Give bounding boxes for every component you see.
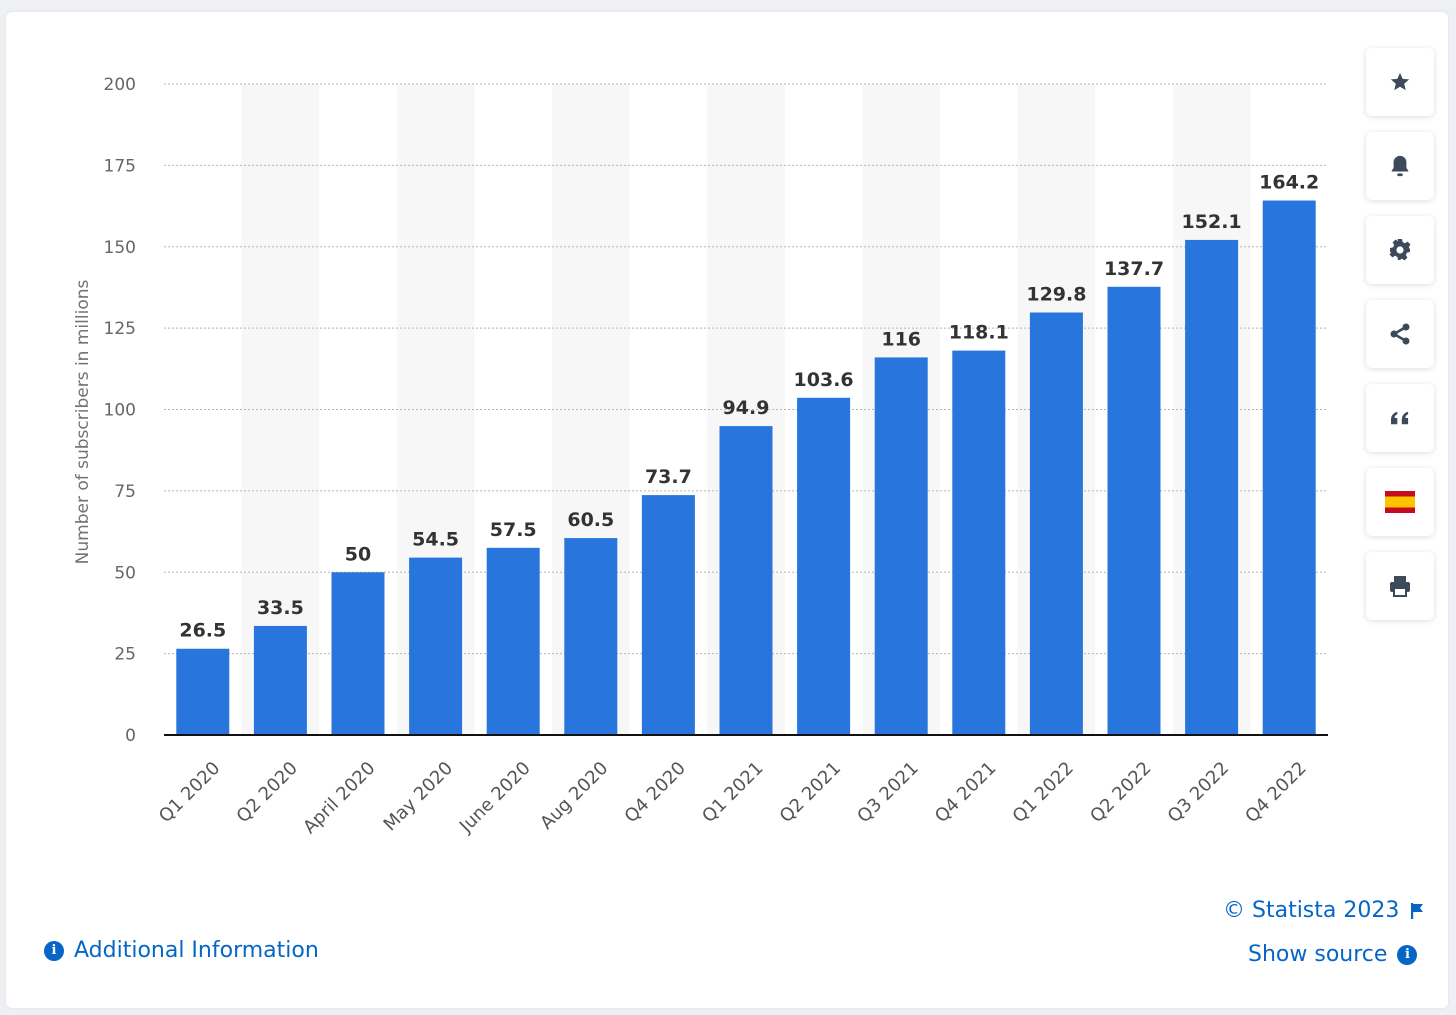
share-button[interactable] (1366, 300, 1434, 368)
bar (1262, 200, 1316, 736)
bar (409, 557, 463, 735)
spain-flag-icon (1385, 491, 1415, 513)
additional-info-text: Additional Information (74, 938, 319, 963)
x-tick-label: May 2020 (380, 758, 458, 836)
y-tick-label: 0 (125, 726, 136, 746)
data-label: 137.7 (1104, 258, 1164, 280)
bar (176, 648, 230, 735)
additional-info-link[interactable]: i Additional Information (44, 938, 319, 963)
favorite-button[interactable] (1366, 48, 1434, 116)
y-tick-label: 50 (114, 563, 136, 583)
star-icon (1390, 72, 1410, 91)
bell-icon (1391, 155, 1409, 177)
x-tick-label: April 2020 (299, 758, 379, 838)
bar (719, 426, 773, 735)
bar (1185, 239, 1239, 736)
data-label: 164.2 (1259, 172, 1319, 194)
show-source-text: Show source (1248, 942, 1388, 967)
bar (1107, 286, 1161, 735)
x-tick-label: Q3 2022 (1164, 758, 1233, 827)
language-button[interactable] (1366, 468, 1434, 536)
quote-icon (1391, 411, 1409, 425)
print-icon (1390, 576, 1410, 597)
data-label: 60.5 (567, 509, 614, 531)
y-tick-label: 25 (114, 645, 136, 665)
data-label: 129.8 (1026, 284, 1086, 306)
x-tick-label: Q2 2020 (233, 758, 302, 827)
y-tick-label: 75 (114, 482, 136, 502)
data-label: 33.5 (257, 597, 304, 619)
info-icon: i (1397, 944, 1418, 965)
x-tick-label: Q3 2021 (853, 758, 922, 827)
bar (1029, 312, 1083, 735)
x-tick-label: Q2 2022 (1086, 758, 1155, 827)
gear-icon (1389, 239, 1411, 261)
data-label: 50 (345, 543, 371, 565)
chart-card: 0 25 50 75 100 125 150 175 200 26.5 Q1 2020 33.5 Q2 … (6, 12, 1448, 1008)
bar (797, 397, 851, 735)
data-label: 103.6 (794, 369, 854, 391)
bar (486, 547, 540, 735)
cite-button[interactable] (1366, 384, 1434, 452)
y-tick-label: 100 (104, 401, 136, 421)
x-tick-label: Aug 2020 (536, 758, 612, 834)
data-label: 73.7 (645, 466, 692, 488)
x-tick-label: Q4 2022 (1241, 758, 1310, 827)
show-source-link[interactable]: Show source i (1248, 942, 1418, 967)
share-icon (1390, 323, 1410, 345)
settings-button[interactable] (1366, 216, 1434, 284)
x-tick-label: Q1 2021 (698, 758, 767, 827)
data-label: 94.9 (723, 397, 770, 419)
bar (331, 572, 385, 735)
bar-chart: 0 25 50 75 100 125 150 175 200 26.5 Q1 2020 33.5 Q2 … (104, 75, 1328, 838)
x-tick-label: June 2020 (455, 758, 535, 838)
data-label: 152.1 (1182, 211, 1242, 233)
y-tick-label: 200 (104, 75, 136, 95)
bar (253, 625, 307, 735)
bar (641, 495, 695, 735)
info-icon: i (44, 940, 64, 961)
data-label: 26.5 (179, 620, 226, 642)
print-button[interactable] (1366, 552, 1434, 620)
bar (874, 357, 928, 735)
x-tick-label: Q1 2022 (1009, 758, 1078, 827)
x-tick-label: Q1 2020 (155, 758, 224, 827)
data-label: 116 (881, 328, 921, 350)
notification-button[interactable] (1366, 132, 1434, 200)
y-tick-label: 125 (104, 319, 136, 339)
data-label: 57.5 (490, 519, 537, 541)
x-tick-label: Q2 2021 (776, 758, 845, 827)
bar (952, 350, 1006, 735)
x-tick-label: Q4 2020 (621, 758, 690, 827)
flag-icon (1411, 902, 1424, 919)
copyright-link[interactable]: © Statista 2023 (1223, 898, 1425, 923)
y-axis-label: Number of subscribers in millions (73, 279, 93, 565)
x-tick-label: Q4 2021 (931, 758, 1000, 827)
data-label: 118.1 (949, 322, 1009, 344)
copyright-text: © Statista 2023 (1223, 898, 1400, 923)
bar (564, 538, 618, 735)
data-label: 54.5 (412, 529, 459, 551)
y-tick-label: 175 (104, 156, 136, 176)
y-tick-label: 150 (104, 238, 136, 258)
